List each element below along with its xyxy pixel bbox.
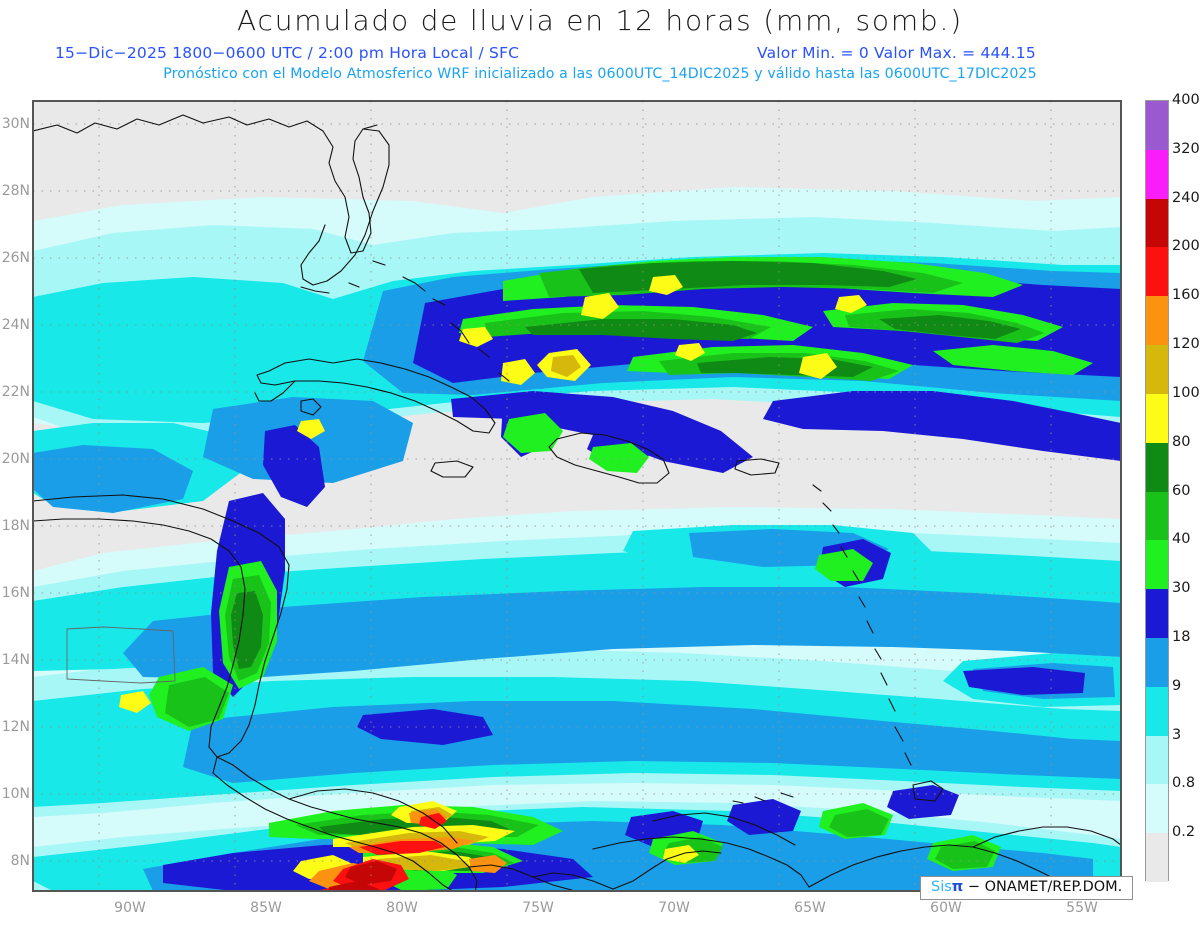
valid-time-text: 15−Dic−2025 1800−0600 UTC / 2:00 pm Hora…: [55, 44, 520, 62]
page-title: Acumulado de lluvia en 12 horas (mm, som…: [237, 4, 963, 37]
x-axis-tick-65w: 65W: [794, 900, 826, 916]
y-axis-tick-28n: 28N: [1, 183, 30, 199]
colorbar-band-160: [1146, 296, 1168, 346]
x-axis-tick-90w: 90W: [114, 900, 146, 916]
attribution-box: Sisπ − ONAMET/REP.DOM.: [920, 876, 1134, 900]
colorbar-tick-0.2: 0.2: [1172, 824, 1196, 841]
colorbar[interactable]: [1145, 100, 1169, 882]
colorbar-band-320: [1146, 149, 1168, 199]
x-axis-tick-60w: 60W: [930, 900, 962, 916]
colorbar-band-0.2: [1146, 833, 1168, 882]
model-info-text: Pronóstico con el Modelo Atmosferico WRF…: [163, 66, 1037, 82]
brand-sis-text: Sis: [931, 879, 952, 895]
colorbar-tick-120: 120: [1172, 336, 1200, 353]
value-range-text: Valor Min. = 0 Valor Max. = 444.15: [757, 44, 1036, 62]
brand-pi-icon: π: [951, 879, 964, 895]
colorbar-band-0.8: [1146, 784, 1168, 834]
y-axis-tick-14n: 14N: [1, 652, 30, 668]
colorbar-tick-3: 3: [1172, 726, 1182, 743]
colorbar-band-400: [1146, 101, 1168, 150]
colorbar-tick-160: 160: [1172, 287, 1200, 304]
colorbar-tick-30: 30: [1172, 580, 1191, 597]
colorbar-band-80: [1146, 442, 1168, 492]
lat-lon-gridlines: [33, 101, 1121, 891]
colorbar-band-240: [1146, 198, 1168, 248]
attribution-owner-text: − ONAMET/REP.DOM.: [967, 879, 1123, 895]
colorbar-tick-320: 320: [1172, 140, 1200, 157]
colorbar-band-60: [1146, 491, 1168, 541]
colorbar-tick-60: 60: [1172, 482, 1191, 499]
y-axis-tick-10n: 10N: [1, 786, 30, 802]
y-axis-tick-26n: 26N: [1, 250, 30, 266]
map-plot-area[interactable]: [32, 100, 1122, 892]
colorbar-tick-240: 240: [1172, 189, 1200, 206]
colorbar-tick-100: 100: [1172, 384, 1200, 401]
y-axis-tick-22n: 22N: [1, 384, 30, 400]
colorbar-tick-80: 80: [1172, 433, 1191, 450]
coastlines: [33, 114, 1121, 891]
colorbar-band-18: [1146, 637, 1168, 687]
map-header: Acumulado de lluvia en 12 horas (mm, som…: [0, 0, 1200, 92]
x-axis-tick-85w: 85W: [250, 900, 282, 916]
colorbar-band-9: [1146, 686, 1168, 736]
colorbar-band-100: [1146, 393, 1168, 443]
y-axis-tick-16n: 16N: [1, 585, 30, 601]
y-axis-tick-30n: 30N: [1, 116, 30, 132]
colorbar-tick-9: 9: [1172, 677, 1182, 694]
colorbar-band-120: [1146, 345, 1168, 394]
colorbar-band-200: [1146, 247, 1168, 297]
colorbar-tick-40: 40: [1172, 531, 1191, 548]
colorbar-band-30: [1146, 589, 1168, 638]
colorbar-tick-200: 200: [1172, 238, 1200, 255]
band-200: [328, 861, 397, 891]
y-axis-tick-18n: 18N: [1, 518, 30, 534]
colorbar-band-3: [1146, 735, 1168, 785]
y-axis-tick-8n: 8N: [10, 853, 30, 869]
y-axis-tick-24n: 24N: [1, 317, 30, 333]
colorbar-tick-0.8: 0.8: [1172, 775, 1196, 792]
colorbar-band-40: [1146, 540, 1168, 590]
colorbar-tick-400: 400: [1172, 92, 1200, 108]
x-axis-tick-80w: 80W: [386, 900, 418, 916]
y-axis-tick-20n: 20N: [1, 451, 30, 467]
subtitle-row: 15−Dic−2025 1800−0600 UTC / 2:00 pm Hora…: [0, 44, 1200, 64]
colorbar-tick-18: 18: [1172, 628, 1191, 645]
x-axis-tick-70w: 70W: [658, 900, 690, 916]
rainfall-contour-map: [33, 101, 1121, 891]
y-axis-tick-12n: 12N: [1, 719, 30, 735]
x-axis-tick-55w: 55W: [1066, 900, 1098, 916]
x-axis-tick-75w: 75W: [522, 900, 554, 916]
